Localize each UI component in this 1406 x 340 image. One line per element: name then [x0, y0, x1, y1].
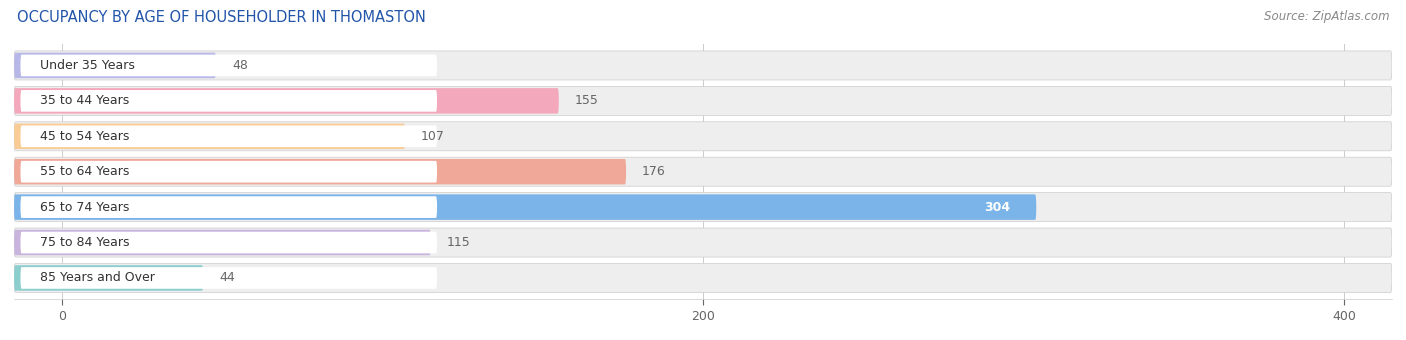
Text: 48: 48	[232, 59, 247, 72]
FancyBboxPatch shape	[14, 157, 1392, 186]
FancyBboxPatch shape	[14, 265, 202, 291]
Text: 55 to 64 Years: 55 to 64 Years	[39, 165, 129, 178]
FancyBboxPatch shape	[21, 232, 437, 253]
FancyBboxPatch shape	[21, 90, 437, 112]
FancyBboxPatch shape	[21, 125, 437, 147]
Text: 45 to 54 Years: 45 to 54 Years	[39, 130, 129, 143]
Text: OCCUPANCY BY AGE OF HOUSEHOLDER IN THOMASTON: OCCUPANCY BY AGE OF HOUSEHOLDER IN THOMA…	[17, 10, 426, 25]
FancyBboxPatch shape	[21, 196, 437, 218]
FancyBboxPatch shape	[14, 230, 430, 255]
FancyBboxPatch shape	[14, 194, 1036, 220]
Text: 65 to 74 Years: 65 to 74 Years	[39, 201, 129, 214]
Text: 44: 44	[219, 271, 235, 285]
Text: 304: 304	[984, 201, 1011, 214]
FancyBboxPatch shape	[14, 88, 558, 114]
Text: 107: 107	[420, 130, 444, 143]
Text: Source: ZipAtlas.com: Source: ZipAtlas.com	[1264, 10, 1389, 23]
FancyBboxPatch shape	[21, 55, 437, 76]
FancyBboxPatch shape	[21, 267, 437, 289]
Text: 35 to 44 Years: 35 to 44 Years	[39, 95, 129, 107]
Text: 85 Years and Over: 85 Years and Over	[39, 271, 155, 285]
FancyBboxPatch shape	[14, 122, 1392, 151]
FancyBboxPatch shape	[14, 192, 1392, 222]
FancyBboxPatch shape	[21, 161, 437, 183]
FancyBboxPatch shape	[14, 86, 1392, 115]
FancyBboxPatch shape	[14, 123, 405, 149]
Text: 115: 115	[447, 236, 471, 249]
Text: 75 to 84 Years: 75 to 84 Years	[39, 236, 129, 249]
FancyBboxPatch shape	[14, 53, 217, 78]
FancyBboxPatch shape	[14, 159, 626, 184]
FancyBboxPatch shape	[14, 264, 1392, 292]
Text: Under 35 Years: Under 35 Years	[39, 59, 135, 72]
Text: 155: 155	[575, 95, 599, 107]
FancyBboxPatch shape	[14, 51, 1392, 80]
Text: 176: 176	[643, 165, 666, 178]
FancyBboxPatch shape	[14, 228, 1392, 257]
